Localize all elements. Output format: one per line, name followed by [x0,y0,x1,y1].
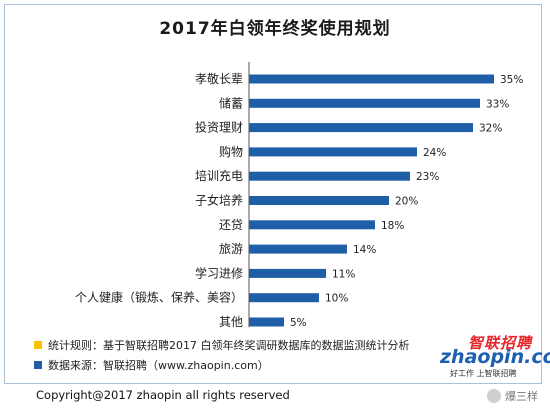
value-label-5: 20% [395,196,418,208]
logo-en-text: zhaopin.com [440,346,550,368]
watermark: 爆三样 [487,388,538,404]
category-label-6: 还贷 [219,218,243,232]
category-label-2: 投资理财 [195,120,243,135]
bar-8 [249,268,326,278]
category-label-1: 储蓄 [219,95,243,110]
bar-3 [249,147,417,157]
value-label-6: 18% [381,220,404,232]
note-rule: 统计规则：基于智联招聘2017 白领年终奖调研数据库的数据监测统计分析 [34,337,410,353]
category-label-3: 购物 [219,144,243,159]
category-label-4: 培训充电 [195,168,243,183]
rule-marker [34,341,42,349]
bar-9 [249,293,319,303]
zhaopin-logo: 智联招聘 zhaopin.com 好工作 上智联招聘 [440,332,550,380]
bar-2 [249,123,473,133]
chart-title: 2017年白领年终奖使用规划 [159,19,391,39]
note-rule-text: 统计规则：基于智联招聘2017 白领年终奖调研数据库的数据监测统计分析 [48,339,410,352]
value-label-2: 32% [479,123,502,135]
note-source: 数据来源：智联招聘（www.zhaopin.com） [34,357,269,373]
category-label-0: 孝敬长辈 [195,72,243,86]
value-label-4: 23% [416,171,439,183]
bar-1 [249,98,480,108]
category-label-10: 其他 [219,315,243,329]
value-label-9: 10% [325,293,348,305]
category-label-9: 个人健康（锻炼、保养、美容） [75,290,243,305]
category-label-5: 子女培养 [195,193,243,208]
copyright-text: Copyright@2017 zhaopin all rights reserv… [36,388,290,402]
value-label-7: 14% [353,244,376,256]
wechat-icon [487,389,501,403]
category-label-7: 旅游 [219,242,243,256]
logo-slogan: 好工作 上智联招聘 [450,369,517,378]
bar-0 [249,74,494,84]
value-label-8: 11% [332,268,355,280]
value-label-1: 33% [486,98,509,110]
logo-cn-text: 智联招聘 [467,334,532,352]
bar-4 [249,171,410,181]
bar-6 [249,220,375,230]
bar-10 [249,317,284,327]
source-marker [34,361,42,369]
value-label-3: 24% [423,147,446,159]
bar-chart: 孝敬长辈 35% 储蓄 33% 投资理财 32% 购物 24% 培训充电 23% 子女培养 20% 还贷… [75,62,523,329]
value-label-0: 35% [500,74,523,86]
bar-7 [249,244,347,254]
bar-5 [249,196,389,205]
watermark-text: 爆三样 [505,390,538,403]
note-source-text: 数据来源：智联招聘（www.zhaopin.com） [48,359,269,372]
value-label-10: 5% [290,317,307,329]
category-label-8: 学习进修 [195,265,243,280]
